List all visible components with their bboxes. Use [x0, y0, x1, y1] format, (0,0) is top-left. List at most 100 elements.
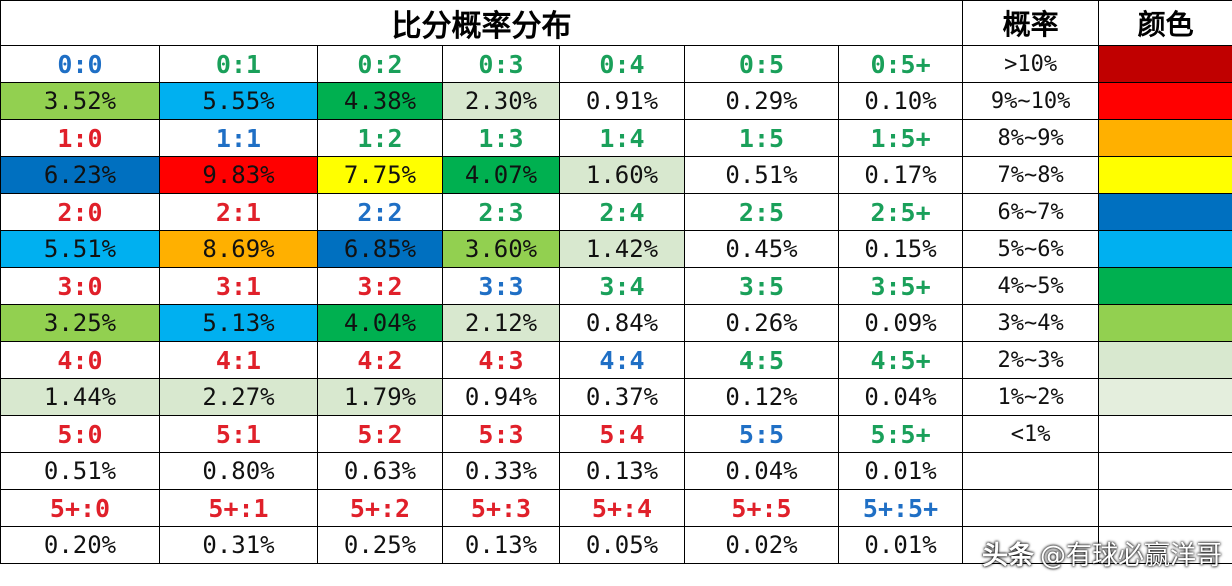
- header-row: 比分概率分布 概率 颜色: [0, 0, 1232, 46]
- score-cell: 4:5+: [837, 341, 964, 379]
- probability-cell: 0.04%: [837, 378, 964, 416]
- score-row: 5+:0 5+:1 5+:2 5+:3 5+:4 5+:5 5+:5+: [0, 489, 1232, 527]
- score-cell: 3:1: [159, 267, 318, 305]
- legend-color-swatch: [1098, 230, 1232, 268]
- probability-row: 1.44% 2.27% 1.79% 0.94% 0.37% 0.12% 0.04% 1%~2%: [0, 378, 1232, 416]
- score-cell: 1:1: [159, 119, 318, 157]
- probability-cell: 9.83%: [159, 156, 318, 194]
- probability-row: 6.23% 9.83% 7.75% 4.07% 1.60% 0.51% 0.17% 7%~8%: [0, 156, 1232, 194]
- score-cell: 0:3: [442, 45, 560, 83]
- score-cell: 4:1: [159, 341, 318, 379]
- probability-cell: 4.38%: [317, 82, 443, 120]
- score-row: 1:0 1:1 1:2 1:3 1:4 1:5 1:5+ 8%~9%: [0, 119, 1232, 157]
- probability-cell: 1.42%: [559, 230, 685, 268]
- probability-row: 3.25% 5.13% 4.04% 2.12% 0.84% 0.26% 0.09% 3%~4%: [0, 304, 1232, 342]
- score-cell: 3:3: [442, 267, 560, 305]
- legend-color-swatch: [1098, 45, 1232, 83]
- score-cell: 5:5+: [837, 415, 964, 453]
- score-cell: 5:2: [317, 415, 443, 453]
- score-cell: 5+:3: [442, 489, 560, 527]
- probability-cell: 4.07%: [442, 156, 560, 194]
- legend-color-swatch: [1098, 193, 1232, 231]
- probability-cell: 0.20%: [0, 526, 160, 564]
- score-cell: 5+:5: [684, 489, 839, 527]
- probability-cell: 2.12%: [442, 304, 560, 342]
- legend-color-swatch: [1098, 415, 1232, 453]
- score-cell: 3:5: [684, 267, 839, 305]
- probability-cell: 0.37%: [559, 378, 685, 416]
- score-cell: 2:2: [317, 193, 443, 231]
- table-title: 比分概率分布: [0, 0, 964, 46]
- legend-color-swatch: [1098, 82, 1232, 120]
- probability-cell: 0.13%: [559, 452, 685, 490]
- score-cell: 0:5+: [837, 45, 964, 83]
- legend-range: [962, 526, 1100, 564]
- legend-range: 9%~10%: [962, 82, 1100, 120]
- probability-cell: 4.04%: [317, 304, 443, 342]
- score-cell: 4:0: [0, 341, 160, 379]
- score-row: 3:0 3:1 3:2 3:3 3:4 3:5 3:5+ 4%~5%: [0, 267, 1232, 305]
- score-cell: 4:3: [442, 341, 560, 379]
- probability-row: 0.20% 0.31% 0.25% 0.13% 0.05% 0.02% 0.01%: [0, 526, 1232, 564]
- score-cell: 2:0: [0, 193, 160, 231]
- probability-cell: 2.27%: [159, 378, 318, 416]
- legend-color-swatch: [1098, 489, 1232, 527]
- probability-cell: 0.91%: [559, 82, 685, 120]
- probability-cell: 0.02%: [684, 526, 839, 564]
- legend-color-swatch: [1098, 341, 1232, 379]
- probability-cell: 7.75%: [317, 156, 443, 194]
- probability-cell: 0.51%: [0, 452, 160, 490]
- score-cell: 0:5: [684, 45, 839, 83]
- probability-cell: 5.13%: [159, 304, 318, 342]
- probability-cell: 8.69%: [159, 230, 318, 268]
- legend-color-swatch: [1098, 378, 1232, 416]
- probability-cell: 0.05%: [559, 526, 685, 564]
- score-row: 0:0 0:1 0:2 0:3 0:4 0:5 0:5+ >10%: [0, 45, 1232, 83]
- probability-cell: 0.01%: [837, 526, 964, 564]
- probability-cell: 0.04%: [684, 452, 839, 490]
- score-row: 4:0 4:1 4:2 4:3 4:4 4:5 4:5+ 2%~3%: [0, 341, 1232, 379]
- legend-range: 8%~9%: [962, 119, 1100, 157]
- probability-cell: 3.52%: [0, 82, 160, 120]
- score-row: 2:0 2:1 2:2 2:3 2:4 2:5 2:5+ 6%~7%: [0, 193, 1232, 231]
- probability-cell: 0.26%: [684, 304, 839, 342]
- legend-color-swatch: [1098, 304, 1232, 342]
- probability-cell: 3.25%: [0, 304, 160, 342]
- legend-range: 2%~3%: [962, 341, 1100, 379]
- score-cell: 3:2: [317, 267, 443, 305]
- score-cell: 0:2: [317, 45, 443, 83]
- score-cell: 5+:4: [559, 489, 685, 527]
- probability-cell: 0.94%: [442, 378, 560, 416]
- score-cell: 1:3: [442, 119, 560, 157]
- probability-row: 0.51% 0.80% 0.63% 0.33% 0.13% 0.04% 0.01%: [0, 452, 1232, 490]
- watermark-logo: 头条: [981, 541, 1034, 571]
- score-cell: 5+:0: [0, 489, 160, 527]
- probability-cell: 1.79%: [317, 378, 443, 416]
- score-row: 5:0 5:1 5:2 5:3 5:4 5:5 5:5+ <1%: [0, 415, 1232, 453]
- probability-cell: 0.09%: [837, 304, 964, 342]
- probability-cell: 6.85%: [317, 230, 443, 268]
- probability-cell: 0.51%: [684, 156, 839, 194]
- probability-cell: 0.17%: [837, 156, 964, 194]
- legend-range: 3%~4%: [962, 304, 1100, 342]
- probability-cell: 0.15%: [837, 230, 964, 268]
- probability-cell: 0.31%: [159, 526, 318, 564]
- score-cell: 0:1: [159, 45, 318, 83]
- score-cell: 1:0: [0, 119, 160, 157]
- probability-cell: 0.33%: [442, 452, 560, 490]
- score-cell: 5:1: [159, 415, 318, 453]
- score-cell: 5+:2: [317, 489, 443, 527]
- score-cell: 5:0: [0, 415, 160, 453]
- watermark-text: @有球必赢洋哥: [1039, 541, 1222, 571]
- legend-color-swatch: [1098, 452, 1232, 490]
- color-header: 颜色: [1098, 0, 1232, 46]
- probability-cell: 5.51%: [0, 230, 160, 268]
- watermark: 头条 @有球必赢洋哥: [982, 535, 1222, 572]
- score-cell: 3:5+: [837, 267, 964, 305]
- probability-cell: 0.13%: [442, 526, 560, 564]
- legend-range: 5%~6%: [962, 230, 1100, 268]
- prob-header: 概率: [962, 0, 1100, 46]
- score-cell: 5+:5+: [837, 489, 964, 527]
- score-cell: 2:5+: [837, 193, 964, 231]
- score-cell: 5:4: [559, 415, 685, 453]
